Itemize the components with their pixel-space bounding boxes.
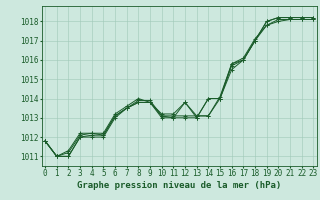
X-axis label: Graphe pression niveau de la mer (hPa): Graphe pression niveau de la mer (hPa) [77,181,281,190]
